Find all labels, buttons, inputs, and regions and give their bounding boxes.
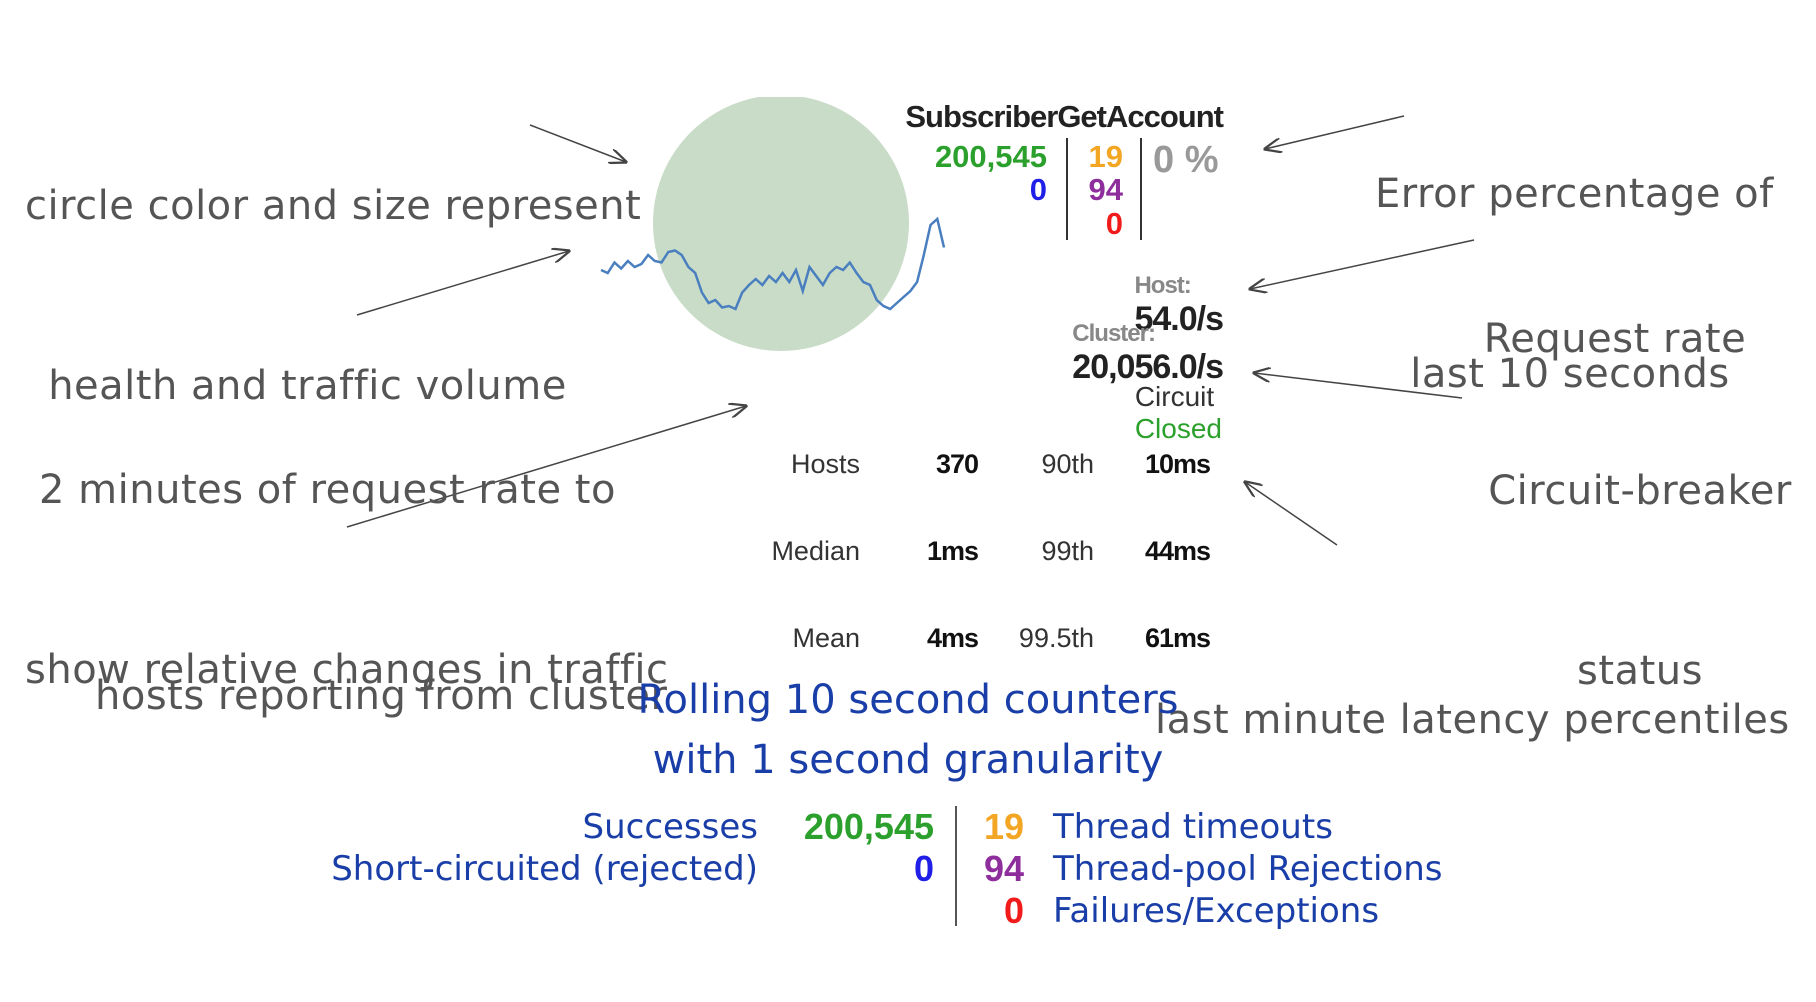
- legend-failures-count: 0: [1003, 890, 1024, 931]
- latency-pct-99: 99th: [1041, 536, 1094, 566]
- timeout-count: 19: [1088, 139, 1123, 174]
- request-rate-sparkline: [600, 216, 946, 311]
- legend-rejections-label: Thread-pool Rejections: [1053, 849, 1443, 889]
- command-title: SubscriberGetAccount: [905, 99, 1224, 134]
- callout-error-pct-line2: last 10 seconds: [1410, 351, 1730, 397]
- cluster-rate-row: Cluster: 20,056.0/s: [1062, 301, 1224, 387]
- short-circuited-count: 0: [1029, 172, 1047, 207]
- latency-pct-90-value: 10ms: [1144, 449, 1211, 479]
- host-rate-label: Host:: [1134, 272, 1191, 299]
- callout-hosts-reporting: hosts reporting from cluster: [95, 546, 667, 786]
- callout-latency-line1: last minute latency percentiles: [1155, 697, 1790, 743]
- legend-successes-count: 200,545: [803, 806, 934, 847]
- callout-sparkline-line2: show relative changes in traffic: [25, 647, 669, 693]
- callout-sparkline-line1: 2 minutes of request rate to: [39, 467, 616, 513]
- latency-percentile-labels: 90th 99th 99.5th: [1019, 392, 1094, 682]
- callout-error-pct-line1: Error percentage of: [1375, 171, 1774, 217]
- callout-circuit-status-line2: status: [1577, 648, 1703, 694]
- callout-sparkline: 2 minutes of request rate to show relati…: [25, 340, 669, 760]
- callout-circuit-status: Circuit-breaker status: [1480, 341, 1800, 761]
- rejection-count: 94: [1088, 172, 1123, 207]
- arrow-circuit: [1254, 373, 1463, 399]
- legend-rejections-count: 94: [983, 848, 1024, 889]
- success-count: 200,545: [934, 139, 1047, 174]
- callout-request-rate-line1: Request rate: [1483, 316, 1747, 362]
- arrow-sparkline: [356, 251, 569, 316]
- stats-divider-2: [1140, 138, 1142, 240]
- legend-failures-label: Failures/Exceptions: [1053, 891, 1380, 931]
- latency-label-hosts: Hosts: [790, 449, 860, 479]
- legend-short-circuited-label: Short-circuited (rejected): [331, 849, 758, 889]
- latency-value-hosts: 370: [935, 449, 979, 479]
- latency-labels: Hosts Median Mean: [771, 392, 860, 682]
- callout-latency: last minute latency percentiles: [1155, 570, 1790, 810]
- cluster-rate-value: 20,056.0/s: [1072, 348, 1224, 386]
- latency-value-median: 1ms: [926, 536, 979, 566]
- callout-request-rate: Request rate: [1470, 189, 1760, 429]
- latency-label-mean: Mean: [792, 623, 860, 653]
- latency-percentile-values: 10ms 44ms 61ms: [1144, 392, 1211, 682]
- latency-label-median: Median: [771, 536, 860, 566]
- latency-pct-90: 90th: [1041, 449, 1094, 479]
- arrow-hosts: [346, 406, 746, 528]
- cluster-rate-label: Cluster:: [1072, 320, 1156, 347]
- health-circle: [653, 95, 909, 351]
- legend-title-line1: Rolling 10 second counters: [637, 677, 1179, 723]
- arrow-request-rate: [1250, 239, 1475, 289]
- legend-divider: [955, 806, 957, 926]
- legend-successes-label: Successes: [582, 807, 759, 847]
- latency-values: 370 1ms 4ms: [926, 392, 979, 682]
- circuit-state: Closed: [1134, 413, 1222, 444]
- callout-circle-line2: health and traffic volume: [48, 363, 567, 409]
- latency-value-mean: 4ms: [926, 623, 979, 653]
- legend-timeouts-label: Thread timeouts: [1053, 807, 1333, 847]
- legend-short-circuited-count: 0: [913, 848, 934, 889]
- stats-divider-1: [1066, 138, 1068, 240]
- failure-count: 0: [1105, 206, 1123, 241]
- arrow-latency: [1245, 482, 1338, 546]
- host-rate-row: Host: 54.0/s: [1124, 253, 1224, 339]
- legend-timeouts-count: 19: [983, 806, 1024, 847]
- error-percentage: 0 %: [1153, 139, 1219, 181]
- latency-pct-995-value: 61ms: [1144, 623, 1211, 653]
- callout-circuit-status-line1: Circuit-breaker: [1488, 468, 1792, 514]
- latency-pct-99-value: 44ms: [1144, 536, 1211, 566]
- circuit-label: Circuit: [1134, 381, 1215, 412]
- arrow-circle: [529, 124, 626, 162]
- callout-error-pct: Error percentage of last 10 seconds: [1375, 44, 1774, 464]
- circuit-status: Circuit Closed: [1119, 349, 1222, 445]
- arrow-error-pct: [1265, 115, 1405, 149]
- latency-pct-995: 99.5th: [1018, 623, 1094, 653]
- host-rate-value: 54.0/s: [1134, 300, 1224, 338]
- legend-title-line2: with 1 second granularity: [652, 737, 1164, 783]
- callout-hosts-reporting-line1: hosts reporting from cluster: [95, 673, 668, 719]
